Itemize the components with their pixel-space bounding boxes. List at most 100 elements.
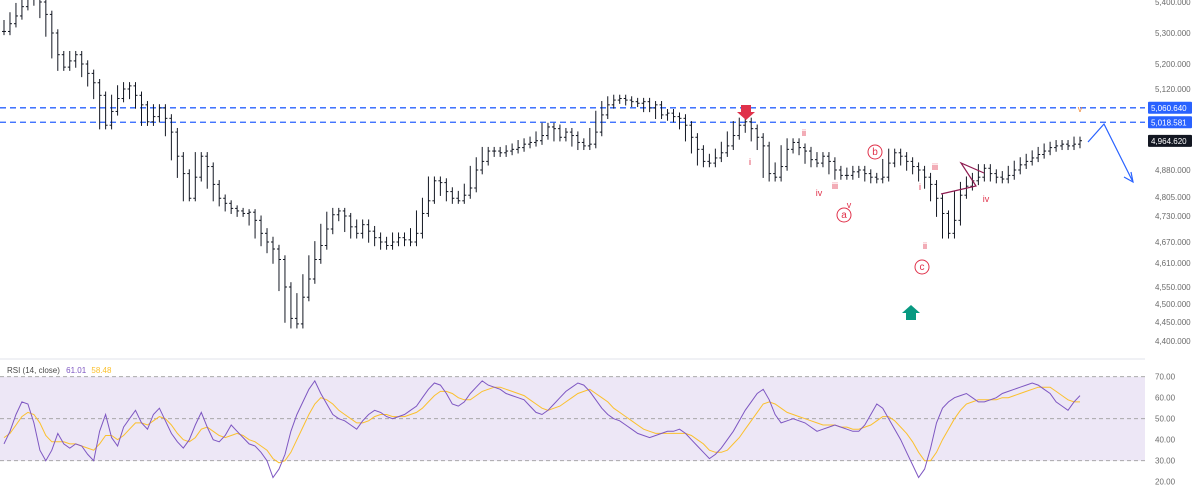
wave-label: iv	[816, 188, 823, 198]
price-bar	[659, 101, 664, 120]
price-tick-label: 4,450.000	[1155, 318, 1191, 327]
price-bar	[187, 169, 192, 202]
price-bar	[462, 183, 467, 204]
wave-label: iv	[983, 194, 990, 204]
price-pane: 5,400.000 5,300.000 5,200.000 5,120.000 5,06…	[0, 0, 1192, 346]
price-bar	[952, 190, 957, 239]
rsi-tick-label: 40.00	[1155, 436, 1176, 445]
price-bar	[7, 12, 12, 36]
price-bar	[414, 210, 419, 247]
price-bar	[211, 162, 216, 202]
price-bar	[127, 82, 132, 100]
price-bar	[73, 50, 78, 68]
triangle-pattern[interactable]	[940, 161, 985, 195]
price-bar	[450, 187, 455, 204]
price-bar	[360, 219, 365, 239]
price-bar	[623, 94, 628, 106]
price-bar	[545, 122, 550, 140]
price-bar	[61, 50, 66, 71]
rsi-tick-label: 50.00	[1155, 415, 1176, 424]
price-bar	[151, 104, 156, 126]
price-bar	[832, 157, 837, 180]
price-bar	[25, 0, 29, 11]
price-bar	[133, 82, 138, 109]
price-bar	[115, 85, 120, 116]
price-bar	[300, 274, 305, 329]
price-bar	[163, 104, 168, 137]
price-bar	[892, 148, 897, 168]
price-tick-label: 4,730.000	[1155, 212, 1191, 221]
rsi-tick-label: 70.00	[1155, 373, 1176, 382]
price-bar	[528, 136, 533, 149]
wave-label: v	[1078, 104, 1083, 114]
price-bar	[2, 19, 6, 36]
price-bar	[109, 94, 114, 130]
price-axis: 5,400.0005,300.0005,200.0005,120.0005,06…	[1155, 0, 1191, 346]
price-bar	[940, 194, 945, 239]
price-bar	[145, 101, 150, 126]
price-bar	[904, 152, 909, 171]
price-bar	[785, 138, 790, 171]
price-bar	[683, 114, 688, 142]
price-bar	[420, 197, 425, 239]
price-bar	[599, 101, 604, 137]
price-bar	[91, 69, 96, 100]
price-bar	[922, 165, 927, 189]
price-bar	[856, 165, 861, 178]
price-bar	[432, 176, 437, 204]
rsi-header-value1: 61.01	[66, 366, 87, 375]
price-bar	[259, 215, 264, 247]
rsi-header[interactable]: RSI (14, close) 61.01 58.48	[7, 366, 112, 375]
price-bar	[253, 209, 258, 239]
price-level-tag-label: 5,018.581	[1151, 118, 1187, 127]
price-bar	[826, 152, 831, 175]
rsi-tick-label: 20.00	[1155, 478, 1176, 487]
price-bar	[330, 207, 335, 235]
price-bar	[719, 141, 724, 163]
price-bar	[958, 181, 963, 226]
price-bar	[880, 158, 885, 184]
rsi-tick-label: 60.00	[1155, 394, 1176, 403]
price-bar	[534, 131, 539, 147]
arrow-down-icon	[737, 105, 755, 120]
price-bar	[737, 117, 742, 140]
price-bar	[575, 131, 580, 151]
price-bar	[276, 244, 281, 292]
wave-label: i	[919, 182, 921, 192]
price-bar	[1012, 160, 1017, 180]
price-bar	[97, 79, 102, 130]
price-bar	[294, 293, 299, 329]
price-bar	[743, 117, 748, 133]
price-tick-label: 4,500.000	[1155, 300, 1191, 309]
price-bar	[647, 97, 652, 113]
price-bar	[247, 209, 252, 226]
price-bar	[103, 91, 108, 130]
price-bar	[641, 97, 646, 113]
projection-arrowhead	[1123, 171, 1134, 184]
price-bar	[755, 124, 760, 151]
price-bar	[605, 96, 610, 120]
price-bar	[886, 148, 891, 182]
price-level-tag	[1148, 116, 1192, 129]
price-bar	[474, 157, 479, 193]
price-bar	[282, 255, 287, 323]
price-bar	[1000, 171, 1005, 184]
price-bar	[563, 127, 568, 142]
price-bar	[396, 232, 401, 247]
price-bar	[557, 124, 562, 142]
price-bar	[193, 152, 198, 202]
price-bar	[265, 228, 270, 254]
wave-circle	[836, 207, 852, 223]
price-bar	[336, 207, 341, 222]
price-bar	[1036, 146, 1041, 163]
price-bar	[898, 148, 903, 166]
price-bar	[271, 236, 275, 264]
price-bar	[791, 138, 796, 154]
price-bar	[438, 176, 443, 196]
price-bar	[79, 50, 84, 78]
price-bar	[671, 109, 676, 123]
price-bar	[862, 165, 867, 182]
price-bar	[1066, 140, 1071, 151]
projection-path[interactable]	[1087, 122, 1134, 183]
